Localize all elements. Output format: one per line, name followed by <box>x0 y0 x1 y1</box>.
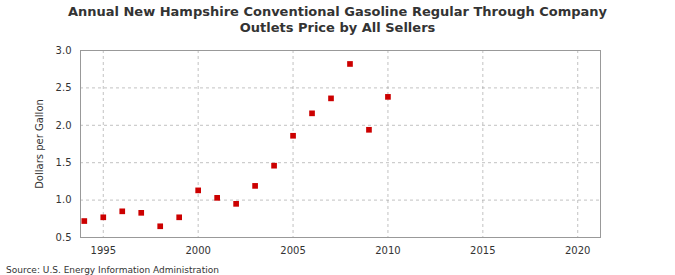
svg-text:2.5: 2.5 <box>56 82 72 93</box>
svg-text:0.5: 0.5 <box>56 232 72 243</box>
svg-text:2000: 2000 <box>185 245 210 256</box>
html-text:Annual New Hampshire Conventio: Annual New Hampshire Conventional Gasoli… <box>67 4 608 35</box>
svg-text:1.0: 1.0 <box>56 194 72 205</box>
svg-text:2005: 2005 <box>280 245 305 256</box>
svg-text:1.5: 1.5 <box>56 157 72 168</box>
svg-text:3.0: 3.0 <box>56 45 72 56</box>
html-text:Source: U.S. Energy Informatio: Source: U.S. Energy Information Administ… <box>6 265 219 275</box>
svg-text:2020: 2020 <box>565 245 590 256</box>
svg-text:2015: 2015 <box>470 245 495 256</box>
svg-text:1995: 1995 <box>91 245 116 256</box>
svg-text:2010: 2010 <box>375 245 400 256</box>
svg-text:2.0: 2.0 <box>56 120 72 131</box>
svg-text:Dollars per Gallon: Dollars per Gallon <box>34 99 45 189</box>
